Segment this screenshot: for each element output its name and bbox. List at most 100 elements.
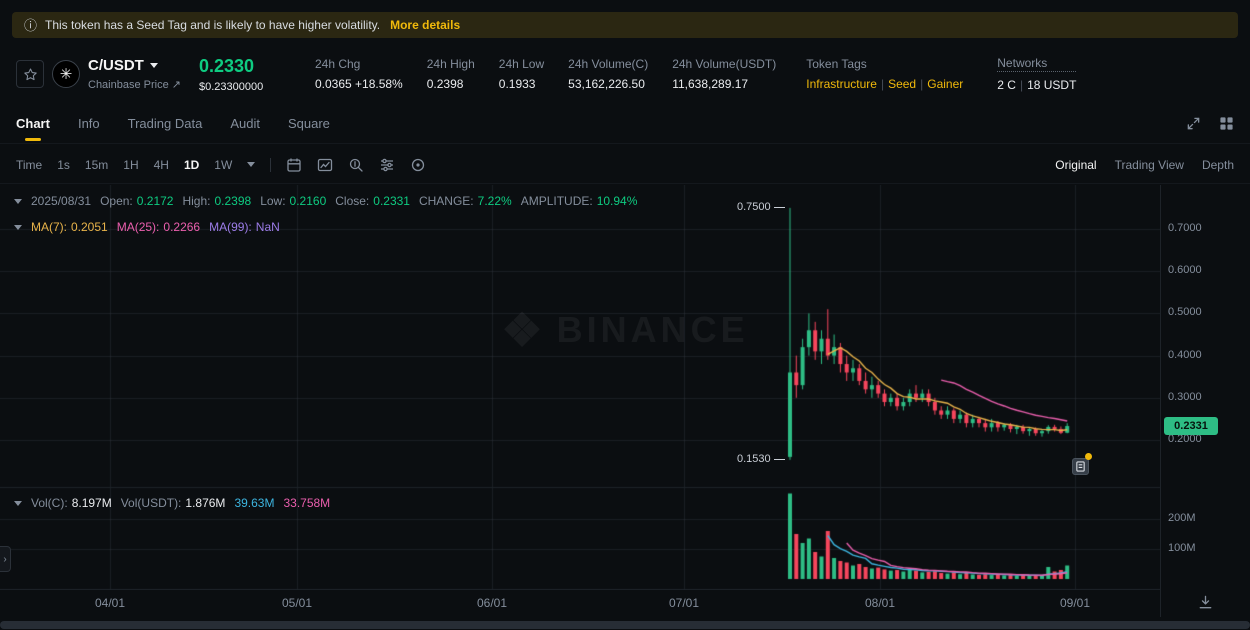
- month-label: 07/01: [668, 596, 700, 610]
- token-tags-block: Token Tags Infrastructure | Seed | Gainer: [806, 57, 963, 91]
- expand-icon[interactable]: [1186, 116, 1201, 131]
- ohlc-legend: 2025/08/31 Open: 0.2172 High: 0.2398 Low: 0…: [14, 194, 637, 208]
- time-axis[interactable]: 04/01 05/01 06/01 07/01 08/01 09/01: [0, 590, 1250, 618]
- view-tradingview[interactable]: Trading View: [1114, 157, 1184, 172]
- token-logo: ✳: [52, 60, 80, 88]
- trade-order-marker[interactable]: [1072, 453, 1092, 475]
- favorite-button[interactable]: [16, 60, 44, 88]
- month-label: 05/01: [281, 596, 313, 610]
- axis-separator: [1160, 185, 1161, 590]
- interval-1w[interactable]: 1W: [214, 157, 233, 172]
- chevron-down-icon: [149, 63, 158, 68]
- chart-area: ❖ BINANCE 2025/08/31 Open:0.2172 High:0.…: [0, 185, 1250, 590]
- price-block: 0.2330 $0.23300000: [199, 56, 291, 93]
- networks-value[interactable]: 2 C | 18 USDT: [997, 78, 1076, 92]
- price-axis-label: 0.7000: [1168, 222, 1202, 234]
- ma7-label: MA(7):: [31, 220, 67, 234]
- ma25-value: 0.2266: [163, 220, 201, 234]
- stat-value: 0.1933: [498, 77, 536, 91]
- last-price-badge: 0.2331: [1164, 417, 1218, 435]
- scroll-to-latest-icon[interactable]: [1197, 594, 1214, 611]
- volume-axis-label: 200M: [1168, 512, 1196, 524]
- view-depth[interactable]: Depth: [1201, 157, 1234, 172]
- interval-1h[interactable]: 1H: [123, 157, 139, 172]
- view-original[interactable]: Original: [1055, 157, 1097, 172]
- calendar-icon[interactable]: [286, 157, 302, 173]
- star-icon: [23, 67, 38, 82]
- collapse-caret-icon[interactable]: [14, 224, 22, 230]
- chart-toolbar: Time 1s 15m 1H 4H 1D 1W Original Trading…: [0, 146, 1250, 184]
- pair-selector[interactable]: C/USDT: [88, 57, 181, 74]
- close-label: Close:: [335, 194, 370, 208]
- tag-seed[interactable]: Seed: [888, 77, 917, 91]
- tab-info[interactable]: Info: [77, 116, 100, 131]
- volc-value: 8.197M: [71, 496, 112, 510]
- tab-audit[interactable]: Audit: [230, 116, 260, 131]
- stat-value: 11,638,289.17: [672, 77, 749, 91]
- stat-24h-low: 24h Low 0.1933: [499, 57, 544, 91]
- stat-value: 0.0365 +18.58%: [314, 77, 403, 91]
- legend-date: 2025/08/31: [31, 194, 92, 208]
- interval-1s[interactable]: 1s: [57, 157, 70, 172]
- interval-4h[interactable]: 4H: [153, 157, 169, 172]
- stat-label: 24h Volume(C): [568, 57, 649, 71]
- indicators-icon[interactable]: [379, 157, 395, 173]
- vol-ma-slow-value: 33.758M: [283, 496, 331, 510]
- vol-ma-fast-value: 39.63M: [234, 496, 275, 510]
- open-value: 0.2172: [136, 194, 174, 208]
- interval-15m[interactable]: 15m: [84, 157, 109, 172]
- stat-24h-chg: 24h Chg 0.0365 +18.58%: [315, 57, 403, 91]
- token-header: ✳ C/USDT Chainbase Price ↗ 0.2330 $0.233…: [0, 48, 1250, 100]
- price-source-link[interactable]: Chainbase Price ↗: [88, 79, 181, 91]
- stat-value: 0.2398: [426, 77, 464, 91]
- price-axis-label: 0.5000: [1168, 306, 1202, 318]
- seed-tag-banner: ⓘ This token has a Seed Tag and is likel…: [12, 12, 1238, 38]
- panel-expand-handle[interactable]: ›: [0, 546, 11, 572]
- amplitude-label: AMPLITUDE:: [520, 194, 593, 208]
- ma7-value: 0.2051: [71, 220, 108, 234]
- price-axis-label: 0.2000: [1168, 433, 1202, 445]
- ma99-label: MA(99):: [209, 220, 252, 234]
- volusdt-label: Vol(USDT):: [120, 496, 182, 510]
- token-tags-label: Token Tags: [806, 57, 867, 71]
- close-value: 0.2331: [373, 194, 410, 208]
- horizontal-scrollbar[interactable]: [0, 621, 1250, 629]
- tab-square[interactable]: Square: [287, 116, 330, 131]
- high-value: 0.2398: [214, 194, 252, 208]
- candlestick-canvas[interactable]: [0, 185, 1160, 590]
- marker-line: [773, 206, 785, 208]
- ma25-label: MA(25):: [116, 220, 160, 234]
- pair-name: C/USDT: [88, 57, 144, 74]
- stat-label: 24h Chg: [314, 57, 361, 71]
- networks-block: Networks 2 C | 18 USDT: [997, 56, 1077, 92]
- volume-legend: Vol(C): 8.197M Vol(USDT): 1.876M 39.63M 33…: [14, 496, 330, 510]
- stat-label: 24h Low: [498, 57, 545, 71]
- collapse-caret-icon[interactable]: [14, 500, 22, 506]
- usd-price: $0.23300000: [198, 80, 264, 93]
- tab-actions: [1186, 116, 1234, 131]
- price-axis-label: 0.3000: [1168, 391, 1202, 403]
- alert-dot: [1085, 453, 1092, 460]
- tag-separator: |: [920, 77, 924, 91]
- tag-infrastructure[interactable]: Infrastructure: [806, 77, 877, 91]
- page-tabs: Chart Info Trading Data Audit Square: [0, 104, 1250, 144]
- banner-text: This token has a Seed Tag and is likely …: [45, 18, 381, 32]
- compare-search-icon[interactable]: [348, 157, 364, 173]
- more-details-link[interactable]: More details: [390, 18, 461, 32]
- interval-dropdown-icon[interactable]: [247, 162, 256, 167]
- network-quote: 18 USDT: [1027, 78, 1077, 92]
- tab-trading-data[interactable]: Trading Data: [127, 116, 203, 131]
- chart-style-icon[interactable]: [317, 157, 333, 173]
- ma-legend: MA(7): 0.2051 MA(25): 0.2266 MA(99): NaN: [14, 220, 280, 234]
- tag-gainer[interactable]: Gainer: [927, 77, 964, 91]
- low-marker-value: 0.1530: [737, 453, 771, 465]
- settings-target-icon[interactable]: [410, 157, 426, 173]
- layout-grid-icon[interactable]: [1219, 116, 1234, 131]
- collapse-caret-icon[interactable]: [14, 198, 22, 204]
- interval-1d[interactable]: 1D: [183, 157, 200, 172]
- network-base: 2 C: [997, 78, 1016, 92]
- tab-chart[interactable]: Chart: [16, 116, 50, 131]
- tag-separator: |: [880, 77, 885, 91]
- stat-24h-high: 24h High 0.2398: [427, 57, 475, 91]
